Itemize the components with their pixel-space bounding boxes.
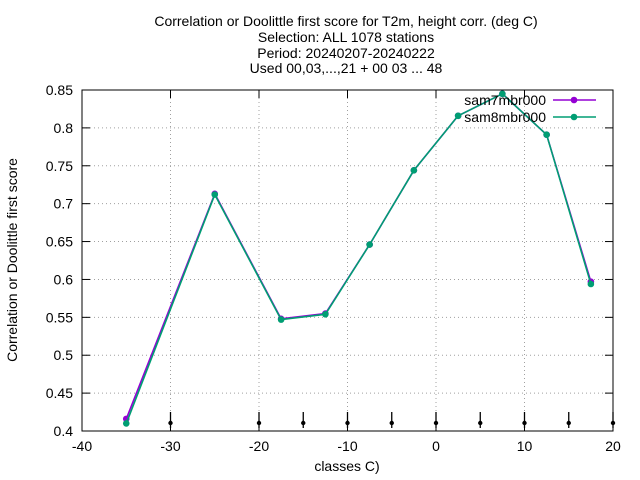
class-markers [168, 412, 616, 428]
x-tick-label: -10 [337, 438, 357, 454]
class-marker [566, 412, 571, 428]
chart-title-line-1: Correlation or Doolittle first score for… [154, 13, 537, 29]
legend-label: sam7mbr000 [464, 92, 546, 108]
y-tick-label: 0.65 [46, 234, 73, 250]
x-tick-label: 0 [432, 438, 440, 454]
y-tick-label: 0.4 [54, 423, 74, 439]
axis-ticks: 0.4 0.45 0.5 0.55 0.6 0.65 0.7 0.75 0.8 0.85 -40 -3… [46, 82, 621, 454]
series-line [125, 93, 592, 420]
data-point [454, 112, 462, 120]
data-point [211, 191, 219, 198]
data-point [587, 280, 595, 288]
y-tick-label: 0.8 [54, 120, 74, 136]
y-tick-label: 0.6 [54, 271, 74, 287]
series-sam7mbr000 [122, 90, 595, 423]
y-tick-label: 0.5 [54, 347, 74, 363]
plot-frame [81, 89, 614, 432]
legend-swatch-marker [570, 113, 578, 121]
class-marker [389, 412, 394, 428]
x-tick-label: -20 [249, 438, 269, 454]
data-point [543, 131, 550, 139]
class-marker [301, 412, 306, 428]
legend-entry: sam7mbr000 [464, 92, 596, 108]
y-tick-label: 0.75 [46, 158, 73, 174]
legend-entry: sam8mbr000 [464, 109, 596, 125]
y-tick-label: 0.7 [54, 196, 74, 212]
chart-title-line-3: Period: 20240207-20240222 [257, 45, 435, 61]
class-marker [478, 412, 483, 428]
y-tick-label: 0.55 [46, 309, 73, 325]
class-marker-dot [566, 420, 571, 426]
chart-title: Correlation or Doolittle first score for… [154, 13, 537, 76]
class-marker-dot [301, 420, 306, 426]
data-point [277, 316, 285, 323]
grid [82, 90, 613, 431]
series-sam8mbr000 [122, 90, 595, 427]
data-point [499, 90, 506, 98]
x-tick-label: 10 [517, 438, 533, 454]
legend-swatch-marker [570, 96, 578, 104]
class-marker-dot [389, 420, 394, 426]
data-point [410, 167, 418, 174]
y-tick-label: 0.45 [46, 385, 73, 401]
x-tick-label: -40 [72, 438, 92, 454]
class-marker-dot [478, 420, 483, 426]
series-group [122, 90, 595, 427]
data-point [322, 311, 329, 318]
chart-title-line-2: Selection: ALL 1078 stations [258, 29, 434, 45]
x-axis-label: classes C) [314, 458, 379, 474]
x-tick-label: -30 [160, 438, 180, 454]
data-point [366, 241, 373, 248]
legend-label: sam8mbr000 [464, 109, 546, 125]
y-tick-label: 0.85 [46, 82, 73, 98]
series-line [125, 93, 592, 424]
data-point [122, 420, 130, 427]
y-axis-label: Correlation or Doolittle first score [4, 158, 20, 362]
x-tick-label: 20 [605, 438, 621, 454]
chart-title-line-4: Used 00,03,...,21 + 00 03 ... 48 [250, 60, 443, 76]
